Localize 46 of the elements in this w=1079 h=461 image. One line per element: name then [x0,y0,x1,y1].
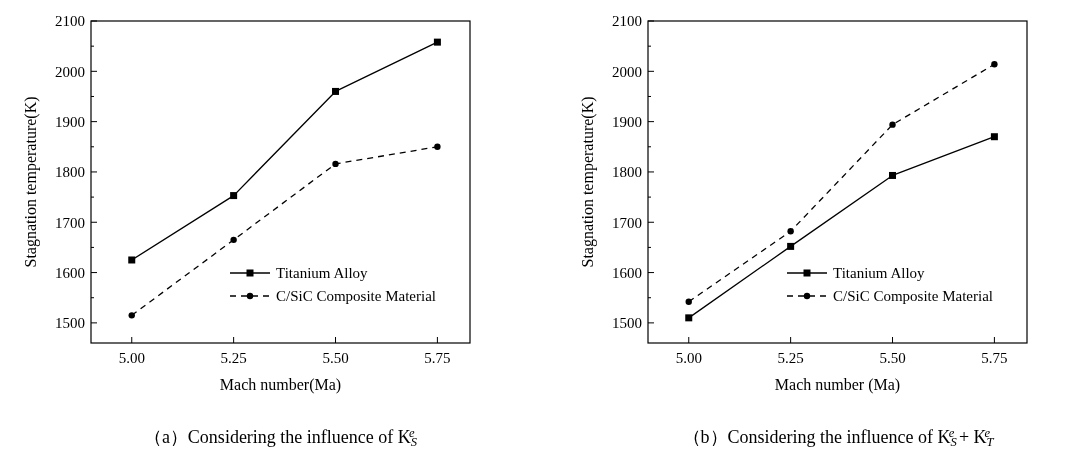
x-axis-title: Mach number (Ma) [774,376,901,394]
legend-label: Titanium Alloy [276,265,369,282]
point [128,312,135,319]
x-tick-label: 5.00 [675,350,702,366]
y-tick-label: 2100 [612,13,642,30]
x-tick-label: 5.50 [322,350,349,366]
legend-label: C/SiC Composite Material [276,288,436,305]
point [991,61,998,68]
x-tick-label: 5.25 [220,350,247,366]
y-tick-label: 1700 [612,214,642,231]
point [889,171,897,179]
y-tick-label: 1900 [55,113,85,130]
y-tick-label: 1600 [612,264,642,281]
point [685,298,692,305]
point [685,314,693,322]
point [889,121,896,128]
point [128,256,136,264]
x-tick-label: 5.75 [981,350,1008,366]
x-tick-label: 5.50 [879,350,906,366]
point [990,133,998,141]
legend-label: Titanium Alloy [833,265,926,282]
point [433,38,441,46]
point [230,192,238,200]
y-tick-label: 1800 [55,164,85,181]
x-tick-label: 5.75 [424,350,451,366]
point [787,242,795,250]
y-tick-label: 1900 [612,113,642,130]
y-tick-label: 1500 [612,315,642,332]
x-tick-label: 5.00 [118,350,145,366]
y-tick-label: 1600 [55,264,85,281]
y-axis-title: Stagnation temperature(K) [22,96,40,268]
point [332,160,339,168]
point [787,228,794,235]
point [332,87,340,95]
y-tick-label: 2000 [612,63,642,80]
y-tick-label: 2100 [55,13,85,30]
y-tick-label: 2000 [55,63,85,80]
x-tick-label: 5.25 [777,350,804,366]
y-tick-label: 1500 [55,315,85,332]
y-tick-label: 1700 [55,214,85,231]
x-axis-title: Mach number(Ma) [219,376,342,394]
point [230,236,237,244]
legend-label: C/SiC Composite Material [833,288,993,305]
y-tick-label: 1800 [612,164,642,181]
y-axis-title: Stagnation temperature(K) [579,96,597,268]
point [434,143,441,150]
